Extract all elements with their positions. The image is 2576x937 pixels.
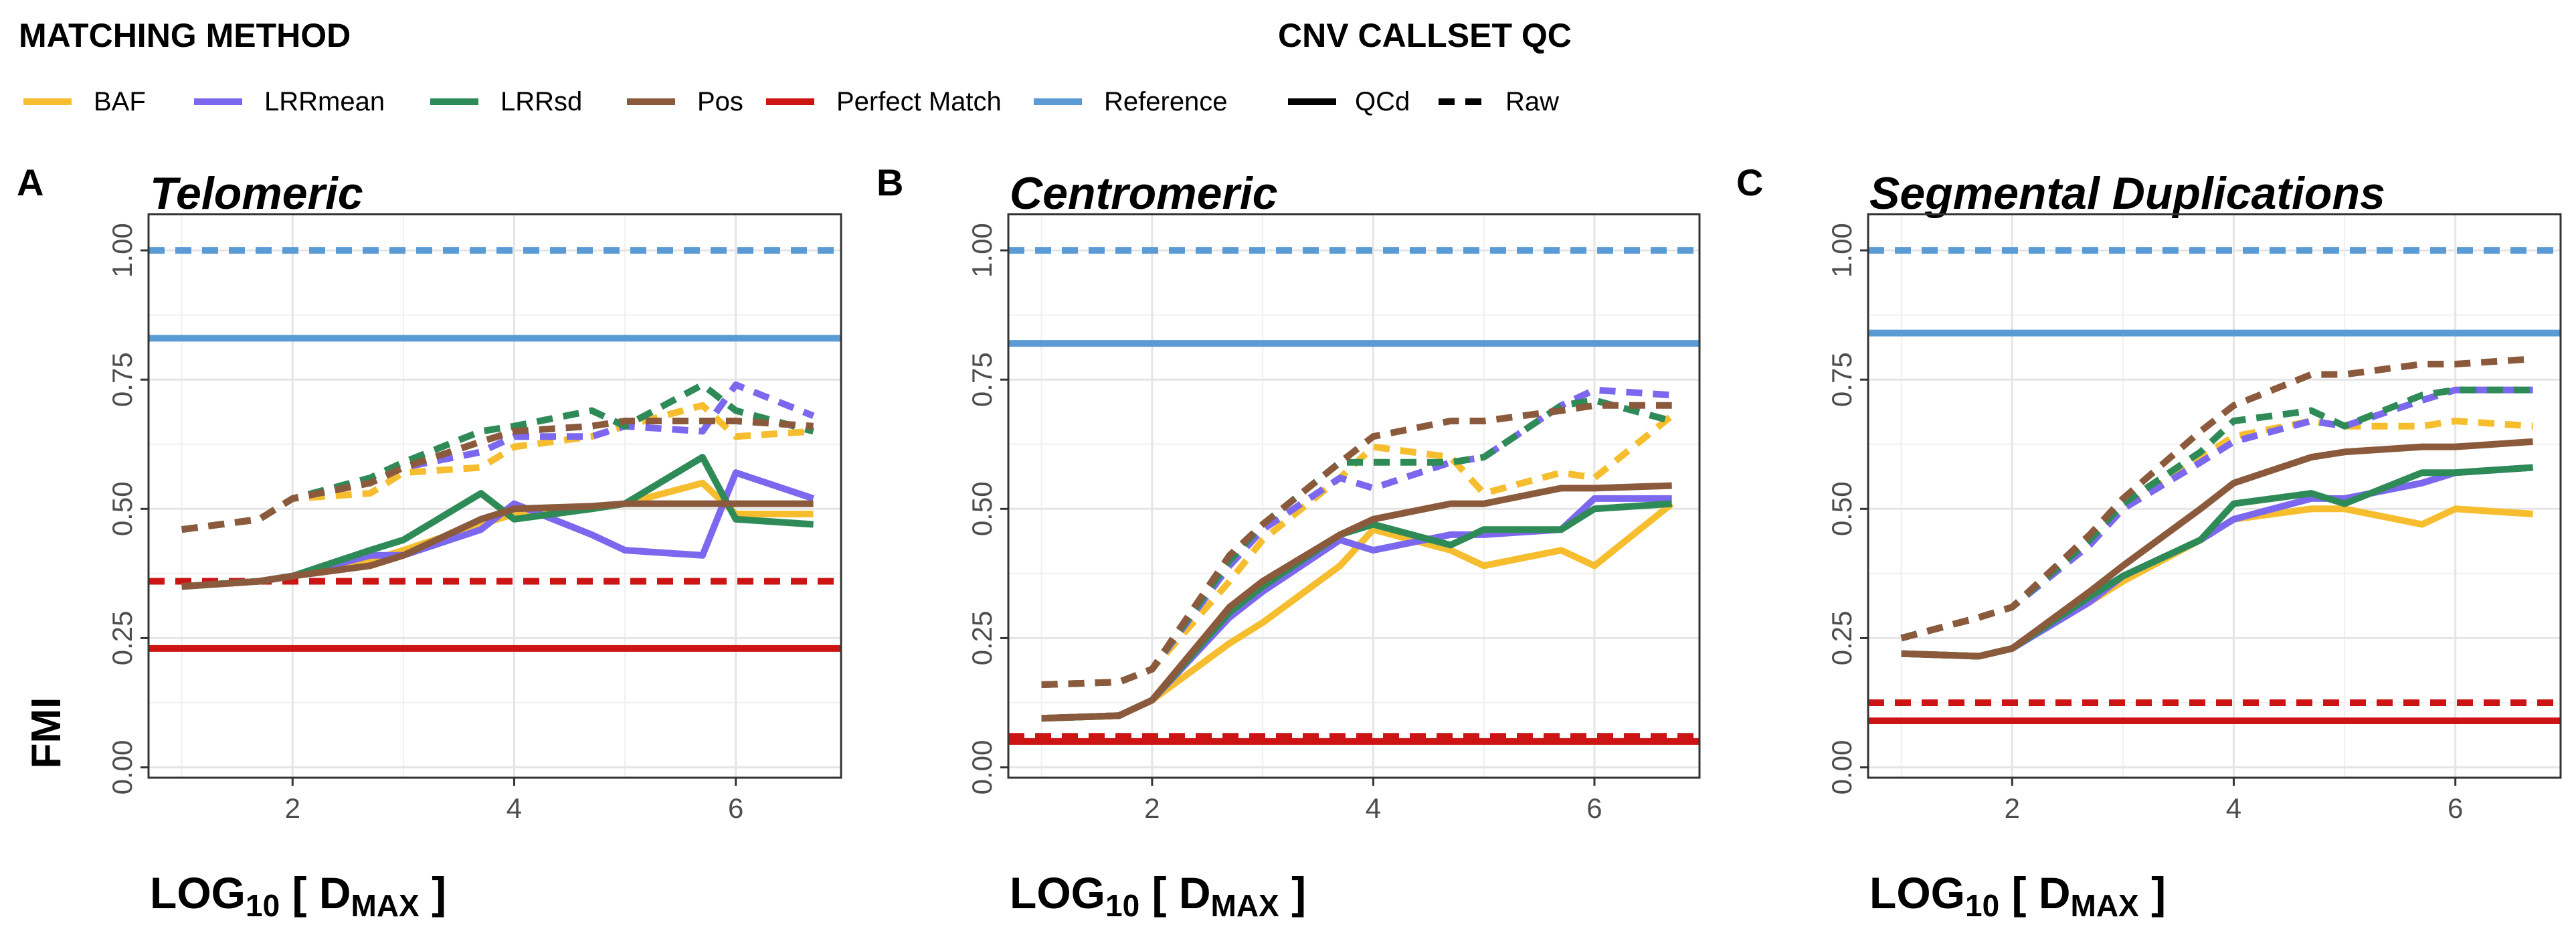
x-tick-label: 2 [285, 792, 300, 824]
legend-label-qcd: QCd [1355, 87, 1410, 116]
y-tick-label: 0.50 [106, 481, 138, 536]
panel-title: Segmental Duplications [1869, 168, 2385, 219]
series-pos-qcd [181, 500, 814, 590]
x-tick-label: 6 [1586, 792, 1602, 824]
series-pos-raw [1041, 402, 1672, 688]
x-tick-label: 2 [1144, 792, 1160, 824]
y-tick-label: 0.75 [106, 352, 138, 407]
panels: A Telomeric 0.00 0.25 0.50 0.75 1.00 2 4 6 LOG10 [… [17, 161, 2562, 923]
y-tick-label: 0.75 [1826, 352, 1857, 407]
legend-label-pos: Pos [697, 87, 743, 116]
y-axis-label: FMI [23, 697, 70, 769]
y-tick-label: 1.00 [966, 223, 998, 278]
series-baf-qcd [1041, 501, 1674, 722]
legend-label-raw: Raw [1505, 87, 1559, 116]
y-tick-label: 0.50 [966, 481, 998, 536]
panel-title: Telomeric [150, 168, 363, 219]
legend-methods: BAF LRRmean LRRsd Pos Perfect Match Reference [23, 87, 1228, 116]
panel-a: A Telomeric 0.00 0.25 0.50 0.75 1.00 2 4 6 LOG10 [… [17, 161, 842, 923]
legend-qc: QCd Raw [1288, 87, 1559, 116]
panel-border [1007, 213, 1701, 779]
panel-letter: B [877, 161, 903, 203]
legend-qc-title: CNV CALLSET QC [1278, 17, 1572, 54]
x-axis-label: LOG10 [ DMAX ] [1869, 868, 2166, 923]
y-tick-label: 0.25 [106, 611, 138, 666]
panel-title: Centromeric [1010, 168, 1278, 219]
panel-letter: A [17, 161, 43, 203]
x-tick-label: 4 [2226, 792, 2241, 824]
panel-b: B Centromeric 0.00 0.25 0.50 0.75 1.00 2 4 6 LOG10… [877, 161, 1701, 923]
x-axis-label: LOG10 [ DMAX ] [1010, 868, 1306, 923]
y-tick-label: 1.00 [106, 223, 138, 278]
y-tick-label: 0.00 [966, 740, 998, 795]
y-tick-label: 0.25 [966, 611, 998, 666]
x-tick-label: 4 [1366, 792, 1381, 824]
panel-c: C Segmental Duplications 0.00 0.25 0.50 0.75 1… [1736, 161, 2562, 923]
legend-label-perfect-match: Perfect Match [836, 87, 1002, 116]
y-tick-label: 0.00 [1826, 740, 1857, 795]
series-pos-raw [1900, 355, 2533, 642]
series-lrrsd-qcd [1041, 500, 1673, 722]
x-tick-label: 4 [507, 792, 522, 824]
y-tick-label: 1.00 [1826, 223, 1857, 278]
x-tick-label: 6 [2448, 792, 2463, 824]
legend-matching-title: MATCHING METHOD [19, 17, 351, 54]
y-tick-label: 0.50 [1826, 481, 1857, 536]
y-tick-label: 0.75 [966, 352, 998, 407]
legend-label-lrrmean: LRRmean [264, 87, 385, 116]
series-lrrmean-raw [1041, 386, 1673, 688]
panel-border [147, 213, 842, 779]
panel-letter: C [1736, 161, 1763, 203]
y-tick-label: 0.00 [106, 740, 138, 795]
x-axis-label: LOG10 [ DMAX ] [150, 868, 446, 923]
series-baf-qcd [181, 479, 814, 590]
legend-label-lrrsd: LRRsd [500, 87, 582, 116]
legend-label-baf: BAF [94, 87, 146, 116]
series-pos-qcd [1901, 438, 2533, 660]
series-pos-qcd [1041, 482, 1672, 722]
panel-border [1867, 213, 2562, 779]
series-pos-raw [181, 418, 814, 533]
x-tick-label: 6 [728, 792, 743, 824]
y-tick-label: 0.25 [1826, 611, 1857, 666]
x-tick-label: 2 [2005, 792, 2020, 824]
legend-label-reference: Reference [1104, 87, 1228, 116]
